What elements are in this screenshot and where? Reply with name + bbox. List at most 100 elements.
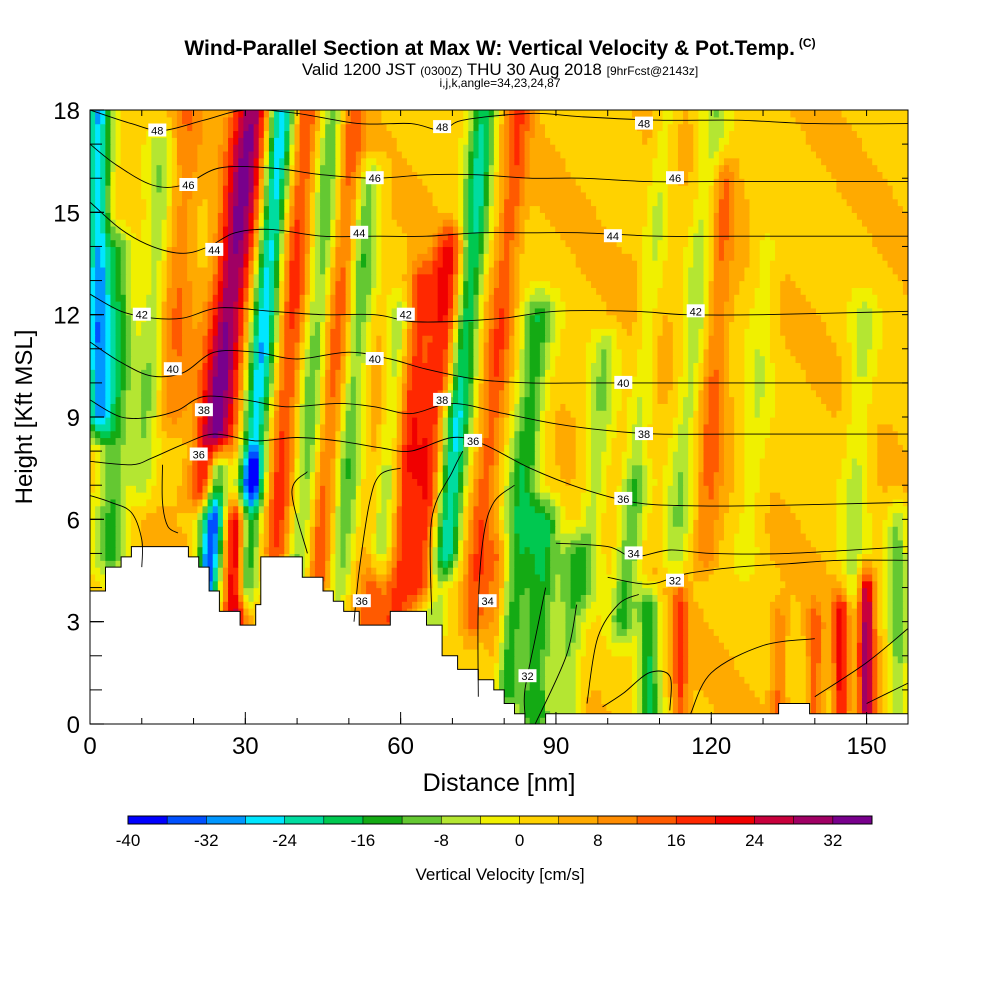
velocity-cell xyxy=(473,457,480,466)
velocity-cell xyxy=(95,423,112,432)
velocity-cell xyxy=(509,601,521,609)
velocity-cell xyxy=(130,519,142,527)
velocity-cell xyxy=(248,430,255,439)
velocity-cell xyxy=(805,669,812,677)
velocity-cell xyxy=(514,389,521,398)
velocity-cell xyxy=(637,417,643,425)
velocity-cell xyxy=(887,560,894,568)
velocity-cell xyxy=(642,478,648,486)
velocity-cell xyxy=(284,478,290,486)
velocity-cell xyxy=(703,328,710,336)
velocity-cell xyxy=(851,683,858,691)
velocity-cell xyxy=(350,532,357,541)
velocity-cell xyxy=(207,573,214,582)
velocity-cell xyxy=(591,403,597,411)
velocity-cell xyxy=(683,498,689,507)
velocity-cell xyxy=(867,457,878,466)
velocity-cell xyxy=(452,539,459,548)
velocity-cell xyxy=(754,410,761,418)
velocity-cell xyxy=(212,362,219,370)
velocity-cell xyxy=(304,369,311,377)
velocity-cell xyxy=(504,417,510,425)
velocity-cell xyxy=(233,560,239,568)
velocity-cell xyxy=(401,437,408,445)
velocity-cell xyxy=(110,355,117,364)
velocity-cell xyxy=(141,389,152,398)
velocity-cell xyxy=(754,689,766,698)
velocity-cell xyxy=(667,689,674,698)
velocity-cell xyxy=(401,376,408,384)
velocity-cell xyxy=(493,328,505,336)
velocity-cell xyxy=(95,478,101,486)
velocity-cell xyxy=(197,560,204,568)
velocity-cell xyxy=(161,341,168,350)
velocity-cell xyxy=(493,526,500,534)
valid-utc: (0300Z) xyxy=(420,64,463,78)
velocity-cell xyxy=(519,396,526,404)
velocity-cell xyxy=(212,410,224,418)
velocity-cell xyxy=(299,362,306,370)
velocity-cell xyxy=(585,573,592,582)
velocity-cell xyxy=(688,321,705,329)
velocity-cell xyxy=(652,492,664,500)
velocity-cell xyxy=(335,492,342,500)
velocity-cell xyxy=(683,601,689,609)
velocity-cell xyxy=(867,492,908,500)
velocity-cell xyxy=(478,389,485,398)
velocity-cell xyxy=(555,362,587,370)
velocity-cell xyxy=(861,614,873,623)
velocity-cell xyxy=(437,628,449,636)
velocity-cell xyxy=(335,478,342,486)
velocity-cell xyxy=(90,567,101,575)
velocity-cell xyxy=(591,335,602,343)
velocity-cell xyxy=(856,573,863,582)
velocity-cell xyxy=(509,608,521,616)
velocity-cell xyxy=(836,478,848,486)
velocity-cell xyxy=(442,580,454,589)
velocity-cell xyxy=(483,341,490,350)
velocity-cell xyxy=(826,696,832,705)
velocity-cell xyxy=(95,355,106,364)
velocity-cell xyxy=(683,669,689,677)
velocity-cell xyxy=(647,471,653,479)
velocity-cell xyxy=(560,341,587,350)
velocity-cell xyxy=(330,498,336,507)
velocity-cell xyxy=(652,601,659,609)
velocity-cell xyxy=(851,621,858,630)
velocity-cell xyxy=(698,389,705,398)
velocity-cell xyxy=(268,444,275,452)
velocity-cell xyxy=(872,655,878,664)
velocity-cell xyxy=(238,614,244,623)
velocity-cell xyxy=(713,471,725,479)
velocity-cell xyxy=(529,608,546,616)
velocity-cell xyxy=(355,457,362,466)
velocity-cell xyxy=(688,505,694,514)
velocity-cell xyxy=(514,417,521,425)
velocity-cell xyxy=(207,328,214,336)
velocity-cell xyxy=(263,396,270,404)
velocity-cell xyxy=(212,369,219,377)
velocity-cell xyxy=(611,369,623,377)
velocity-cell xyxy=(115,355,122,364)
velocity-cell xyxy=(519,341,526,350)
velocity-cell xyxy=(642,614,653,623)
velocity-cell xyxy=(279,396,290,404)
velocity-cell xyxy=(688,444,694,452)
velocity-cell xyxy=(458,587,464,595)
velocity-cell xyxy=(345,403,352,411)
velocity-cell xyxy=(488,526,495,534)
velocity-cell xyxy=(647,451,669,459)
velocity-cell xyxy=(442,444,449,452)
velocity-cell xyxy=(667,683,674,691)
velocity-cell xyxy=(274,396,280,404)
velocity-cell xyxy=(468,573,475,582)
velocity-cell xyxy=(325,417,336,425)
velocity-cell xyxy=(432,519,439,527)
velocity-cell xyxy=(151,457,158,466)
velocity-cell xyxy=(499,560,505,568)
velocity-cell xyxy=(550,560,572,568)
velocity-cell xyxy=(120,485,127,493)
velocity-cell xyxy=(422,546,429,555)
velocity-cell xyxy=(555,451,577,459)
velocity-cell xyxy=(591,471,602,479)
